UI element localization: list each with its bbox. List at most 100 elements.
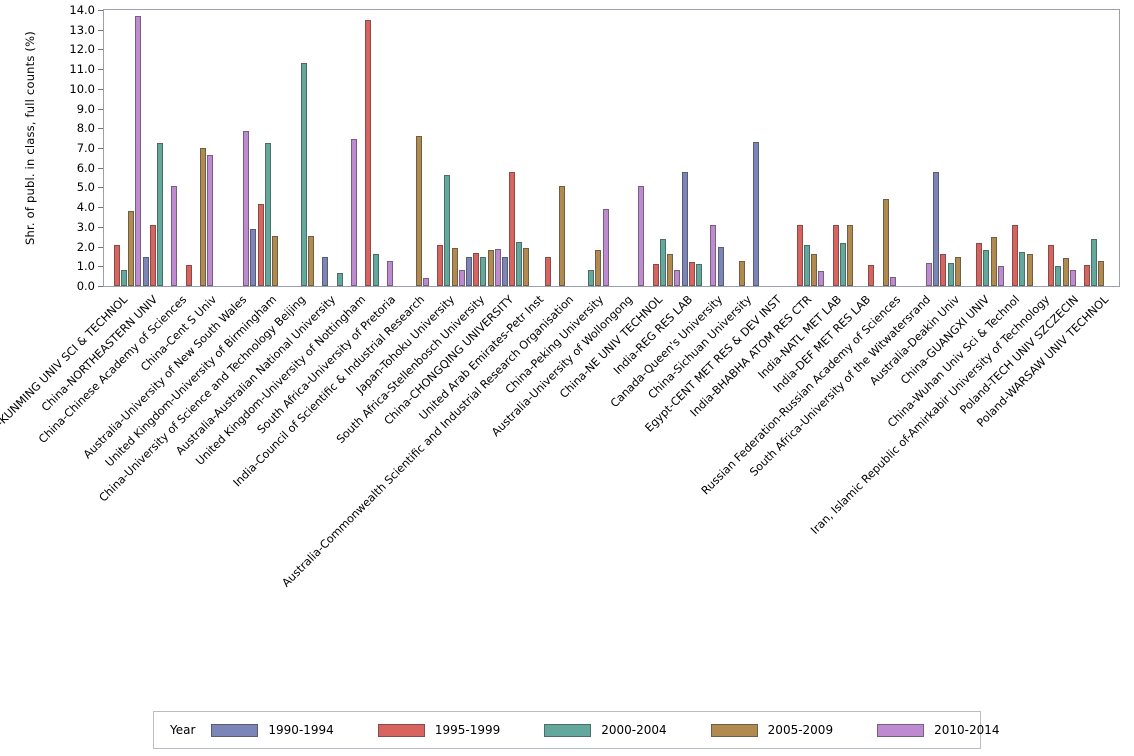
y-tick-label: 12.0 [69,42,95,57]
bar [990,236,997,286]
y-tick-mark [98,286,103,287]
bar [149,224,156,286]
bar-group [178,10,214,286]
bar [832,224,839,286]
bar [1055,266,1062,286]
bar [803,244,810,286]
bar-group [501,10,537,286]
y-tick-mark [98,207,103,209]
bar [1069,270,1076,286]
bar [940,254,947,286]
y-axis-ticks: 0.0 1.0 2.0 3.0 4.0 5.0 6.0 7.0 8.0 9.0 10.0 11.0 12… [0,0,103,296]
bar [882,199,889,286]
bar [156,143,163,286]
bar-group [573,10,609,286]
bar [243,131,250,286]
bar-group [933,10,969,286]
bar [839,242,846,286]
y-tick-mark [98,226,103,228]
legend-swatch [211,723,259,737]
bar [501,257,508,286]
y-tick-label: 14.0 [69,3,95,17]
bar [128,211,135,286]
bar [142,257,149,286]
y-tick-label: 4.0 [76,200,95,215]
bar [846,224,853,286]
y-tick-mark [98,266,103,268]
bar [1084,265,1091,286]
legend-item[interactable]: 2005-2009 [710,723,877,737]
bar-group [897,10,933,286]
bar [444,174,451,286]
legend: Year 1990-1994 1995-1999 2000-2004 2005-200… [153,711,1000,749]
y-tick-label: 5.0 [76,180,95,195]
bar [753,142,760,286]
bar [868,265,875,286]
bar [976,242,983,286]
x-axis-labels: China-KUNMING UNIV SCI & TECHNOL China-NO… [0,287,1134,702]
bar [1012,224,1019,286]
y-tick-mark [98,69,103,71]
bar [509,171,516,286]
bar [1098,261,1105,286]
bar [1019,251,1026,286]
bar-group [142,10,178,286]
bar-group [645,10,681,286]
legend-item[interactable]: 2010-2014 [877,723,1043,737]
y-tick-label: 8.0 [76,121,95,136]
bar [688,262,695,286]
bar [810,254,817,286]
bar [185,265,192,286]
bar [674,270,681,286]
bar [890,277,897,286]
bar [1062,258,1069,286]
bar [473,253,480,286]
bar-group [1040,10,1076,286]
bar [796,224,803,286]
bar [516,241,523,286]
bar-group [358,10,394,286]
bar [113,244,120,286]
legend-item[interactable]: 1995-1999 [377,723,544,737]
bar [307,235,314,286]
legend-item[interactable]: 1990-1994 [211,723,377,737]
y-tick-label: 10.0 [69,81,95,96]
bar [264,143,271,286]
bar [681,171,688,286]
bar [695,264,702,286]
y-tick-label: 6.0 [76,160,95,175]
legend-label: 1995-1999 [434,723,501,737]
legend-label: 1990-1994 [268,723,334,737]
bar [480,257,487,286]
y-tick-mark [98,108,103,110]
bar [660,238,667,286]
bar [171,186,178,286]
legend-label: 2000-2004 [601,723,667,737]
bar-group [286,10,322,286]
bar [1091,238,1098,286]
bar [933,171,940,286]
bar [739,261,746,286]
bar-group [1004,10,1040,286]
bar [322,257,329,286]
y-tick-label: 0.0 [76,279,95,293]
y-tick-mark [98,187,103,189]
legend-swatch [377,723,425,737]
y-tick-mark [98,148,103,149]
bar [545,257,552,286]
bar [386,261,393,286]
bar [588,270,595,286]
y-tick-mark [98,246,103,248]
bar-group [1076,10,1112,286]
bar [667,254,674,286]
bar [710,224,717,286]
bar [925,263,932,286]
legend-item[interactable]: 2000-2004 [544,723,710,737]
bar [818,271,825,286]
bar [415,136,422,286]
bar [947,263,954,286]
bar [523,247,530,286]
bar [954,257,961,286]
bar [300,63,307,286]
